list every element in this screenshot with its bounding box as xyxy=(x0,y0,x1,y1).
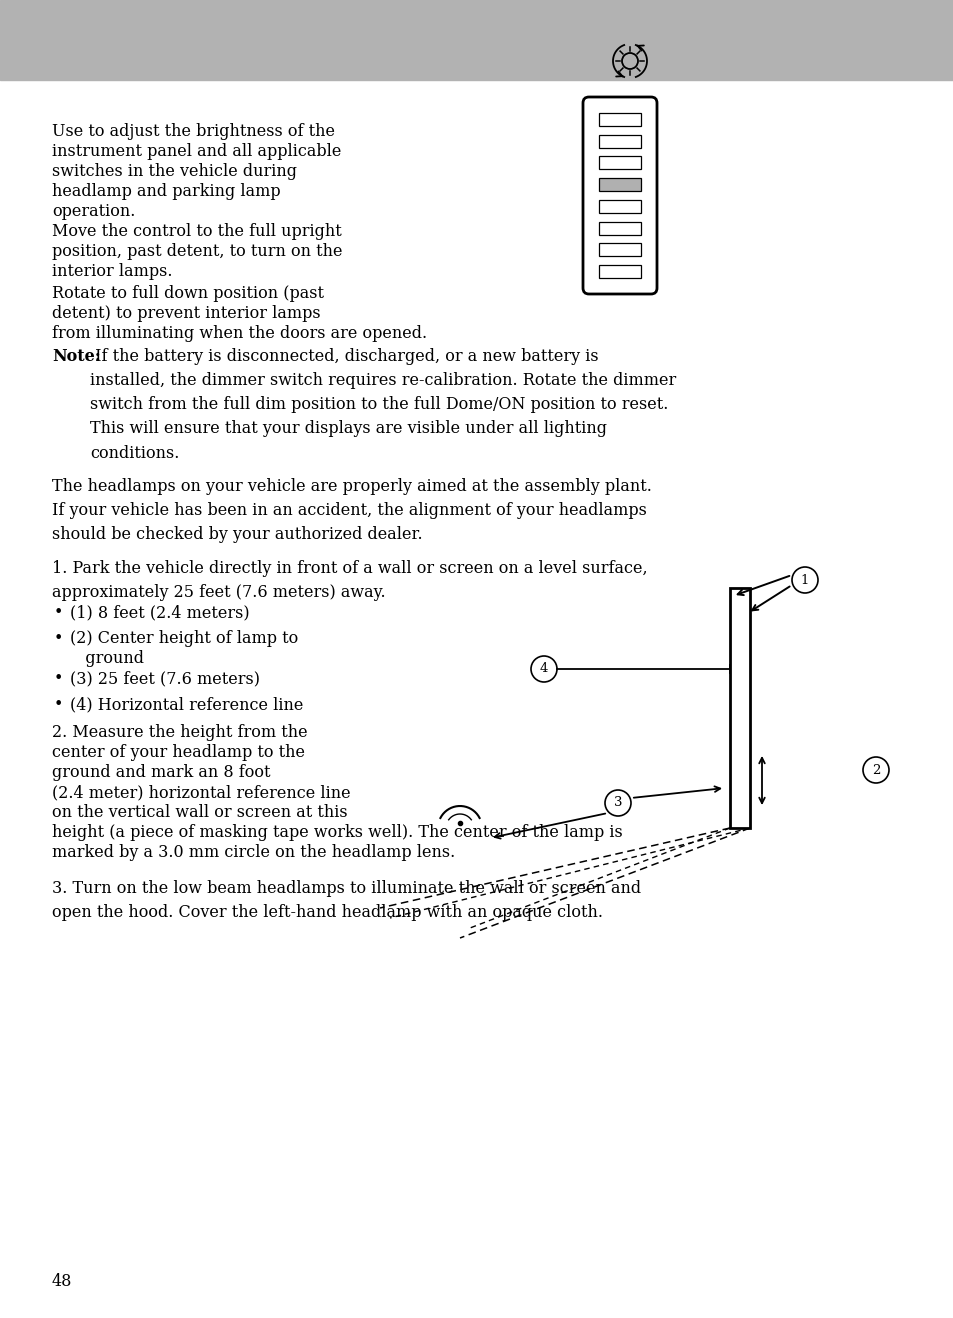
Text: The headlamps on your vehicle are properly aimed at the assembly plant.
If your : The headlamps on your vehicle are proper… xyxy=(52,478,651,543)
Text: •: • xyxy=(54,670,63,687)
Text: •: • xyxy=(54,630,63,647)
Text: (2) Center height of lamp to: (2) Center height of lamp to xyxy=(70,630,298,647)
Text: Note:: Note: xyxy=(52,348,101,365)
Text: Move the control to the full upright: Move the control to the full upright xyxy=(52,223,341,240)
Bar xyxy=(598,178,640,191)
Text: center of your headlamp to the: center of your headlamp to the xyxy=(52,743,305,760)
Text: (3) 25 feet (7.6 meters): (3) 25 feet (7.6 meters) xyxy=(70,670,260,687)
Text: height (a piece of masking tape works well). The center of the lamp is: height (a piece of masking tape works we… xyxy=(52,824,622,841)
Text: 1: 1 xyxy=(800,573,808,587)
Text: 3: 3 xyxy=(613,796,621,809)
Bar xyxy=(729,588,749,828)
Bar xyxy=(598,134,640,148)
Text: ground: ground xyxy=(70,650,144,667)
Text: (4) Horizontal reference line: (4) Horizontal reference line xyxy=(70,696,303,713)
Text: 48: 48 xyxy=(52,1273,72,1290)
Text: marked by a 3.0 mm circle on the headlamp lens.: marked by a 3.0 mm circle on the headlam… xyxy=(52,844,455,861)
Bar xyxy=(0,0,953,80)
Text: •: • xyxy=(54,696,63,713)
Bar xyxy=(598,244,640,256)
Text: 3. Turn on the low beam headlamps to illuminate the wall or screen and
open the : 3. Turn on the low beam headlamps to ill… xyxy=(52,880,640,921)
Text: switches in the vehicle during: switches in the vehicle during xyxy=(52,163,296,181)
Text: on the vertical wall or screen at this: on the vertical wall or screen at this xyxy=(52,804,347,821)
Bar xyxy=(598,265,640,278)
Text: ground and mark an 8 foot: ground and mark an 8 foot xyxy=(52,764,271,782)
Text: instrument panel and all applicable: instrument panel and all applicable xyxy=(52,142,341,159)
Text: interior lamps.: interior lamps. xyxy=(52,264,172,279)
Text: 1. Park the vehicle directly in front of a wall or screen on a level surface,
ap: 1. Park the vehicle directly in front of… xyxy=(52,560,647,601)
Text: (1) 8 feet (2.4 meters): (1) 8 feet (2.4 meters) xyxy=(70,604,250,621)
Text: position, past detent, to turn on the: position, past detent, to turn on the xyxy=(52,243,342,260)
Bar xyxy=(598,200,640,212)
Text: 2. Measure the height from the: 2. Measure the height from the xyxy=(52,724,307,741)
Text: headlamp and parking lamp: headlamp and parking lamp xyxy=(52,183,280,200)
Bar xyxy=(598,157,640,169)
Text: 2: 2 xyxy=(871,763,880,776)
Text: operation.: operation. xyxy=(52,203,135,220)
Text: Use to adjust the brightness of the: Use to adjust the brightness of the xyxy=(52,123,335,140)
Text: If the battery is disconnected, discharged, or a new battery is
installed, the d: If the battery is disconnected, discharg… xyxy=(90,348,676,461)
Text: •: • xyxy=(54,604,63,621)
FancyBboxPatch shape xyxy=(582,98,657,294)
Text: (2.4 meter) horizontal reference line: (2.4 meter) horizontal reference line xyxy=(52,784,351,801)
Text: 4: 4 xyxy=(539,663,548,676)
Bar xyxy=(598,221,640,235)
Text: Rotate to full down position (past: Rotate to full down position (past xyxy=(52,285,324,302)
Text: from illuminating when the doors are opened.: from illuminating when the doors are ope… xyxy=(52,326,427,341)
Bar xyxy=(598,113,640,127)
Text: detent) to prevent interior lamps: detent) to prevent interior lamps xyxy=(52,304,320,322)
